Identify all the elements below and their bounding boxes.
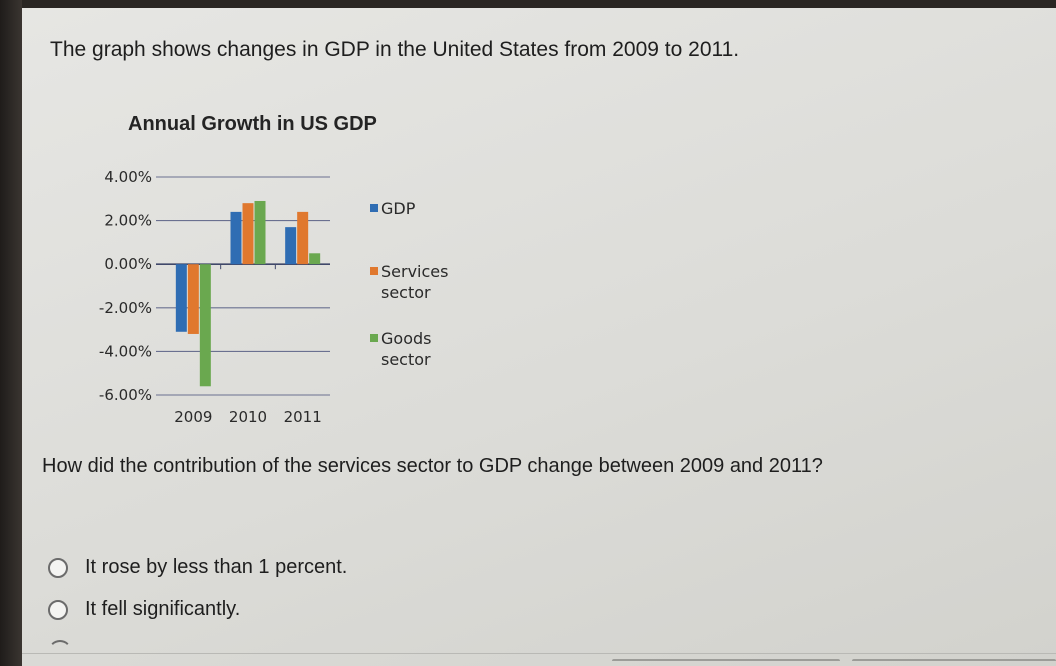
legend-label: sector bbox=[381, 283, 431, 302]
y-tick-label: 0.00% bbox=[104, 255, 152, 273]
legend-swatch bbox=[370, 334, 378, 342]
radio-button-icon[interactable] bbox=[48, 599, 68, 620]
legend-label: sector bbox=[381, 350, 431, 369]
x-tick-label: 2010 bbox=[229, 408, 267, 426]
gdp-growth-chart: 4.00% 2.00% 0.00% -2.00% -4.00% -6.00% 2009 201… bbox=[99, 168, 330, 426]
x-tick-label: 2011 bbox=[284, 408, 322, 426]
legend-entry: Goods sector bbox=[370, 328, 431, 370]
bar-services-sector-2011 bbox=[297, 211, 309, 265]
legend-label: Goods bbox=[381, 329, 432, 348]
chart-title: Annual Growth in US GDP bbox=[128, 113, 377, 135]
bar-gdp-2009 bbox=[175, 264, 187, 332]
y-tick-label: 2.00% bbox=[104, 212, 152, 230]
bar-gdp-2011 bbox=[285, 227, 297, 265]
screen-bezel bbox=[0, 0, 22, 666]
question-panel bbox=[22, 8, 1056, 666]
question-text: How did the contribution of the services… bbox=[42, 455, 823, 477]
x-tick-label: 2009 bbox=[174, 408, 212, 426]
footer-button[interactable] bbox=[612, 659, 840, 666]
bar-goods-sector-2010 bbox=[254, 200, 266, 265]
y-tick-label: -6.00% bbox=[99, 386, 152, 404]
bar-services-sector-2010 bbox=[242, 203, 254, 265]
y-tick-label: -2.00% bbox=[99, 299, 152, 317]
y-tick-label: -4.00% bbox=[99, 342, 152, 360]
legend-swatch bbox=[370, 267, 378, 275]
answer-option-label: It rose by less than 1 percent. bbox=[85, 556, 348, 578]
legend-swatch bbox=[370, 204, 378, 212]
bar-services-sector-2009 bbox=[187, 264, 199, 334]
answer-option-1[interactable]: It rose by less than 1 percent. bbox=[48, 556, 347, 579]
y-tick-label: 4.00% bbox=[104, 168, 152, 186]
answer-option-2[interactable]: It fell significantly. bbox=[48, 598, 240, 621]
legend-entry: GDP bbox=[370, 198, 415, 219]
radio-button-icon[interactable] bbox=[48, 557, 68, 578]
legend-entry: Services sector bbox=[370, 261, 448, 303]
divider bbox=[22, 653, 1056, 654]
legend-label: Services bbox=[381, 262, 449, 281]
radio-button-icon[interactable] bbox=[48, 640, 72, 664]
legend-label: GDP bbox=[381, 199, 416, 218]
bar-gdp-2010 bbox=[230, 211, 242, 265]
intro-text: The graph shows changes in GDP in the Un… bbox=[50, 38, 740, 61]
bar-goods-sector-2009 bbox=[199, 264, 211, 387]
answer-option-label: It fell significantly. bbox=[85, 598, 241, 620]
bar-goods-sector-2011 bbox=[309, 253, 321, 265]
footer-button[interactable] bbox=[852, 659, 1056, 666]
